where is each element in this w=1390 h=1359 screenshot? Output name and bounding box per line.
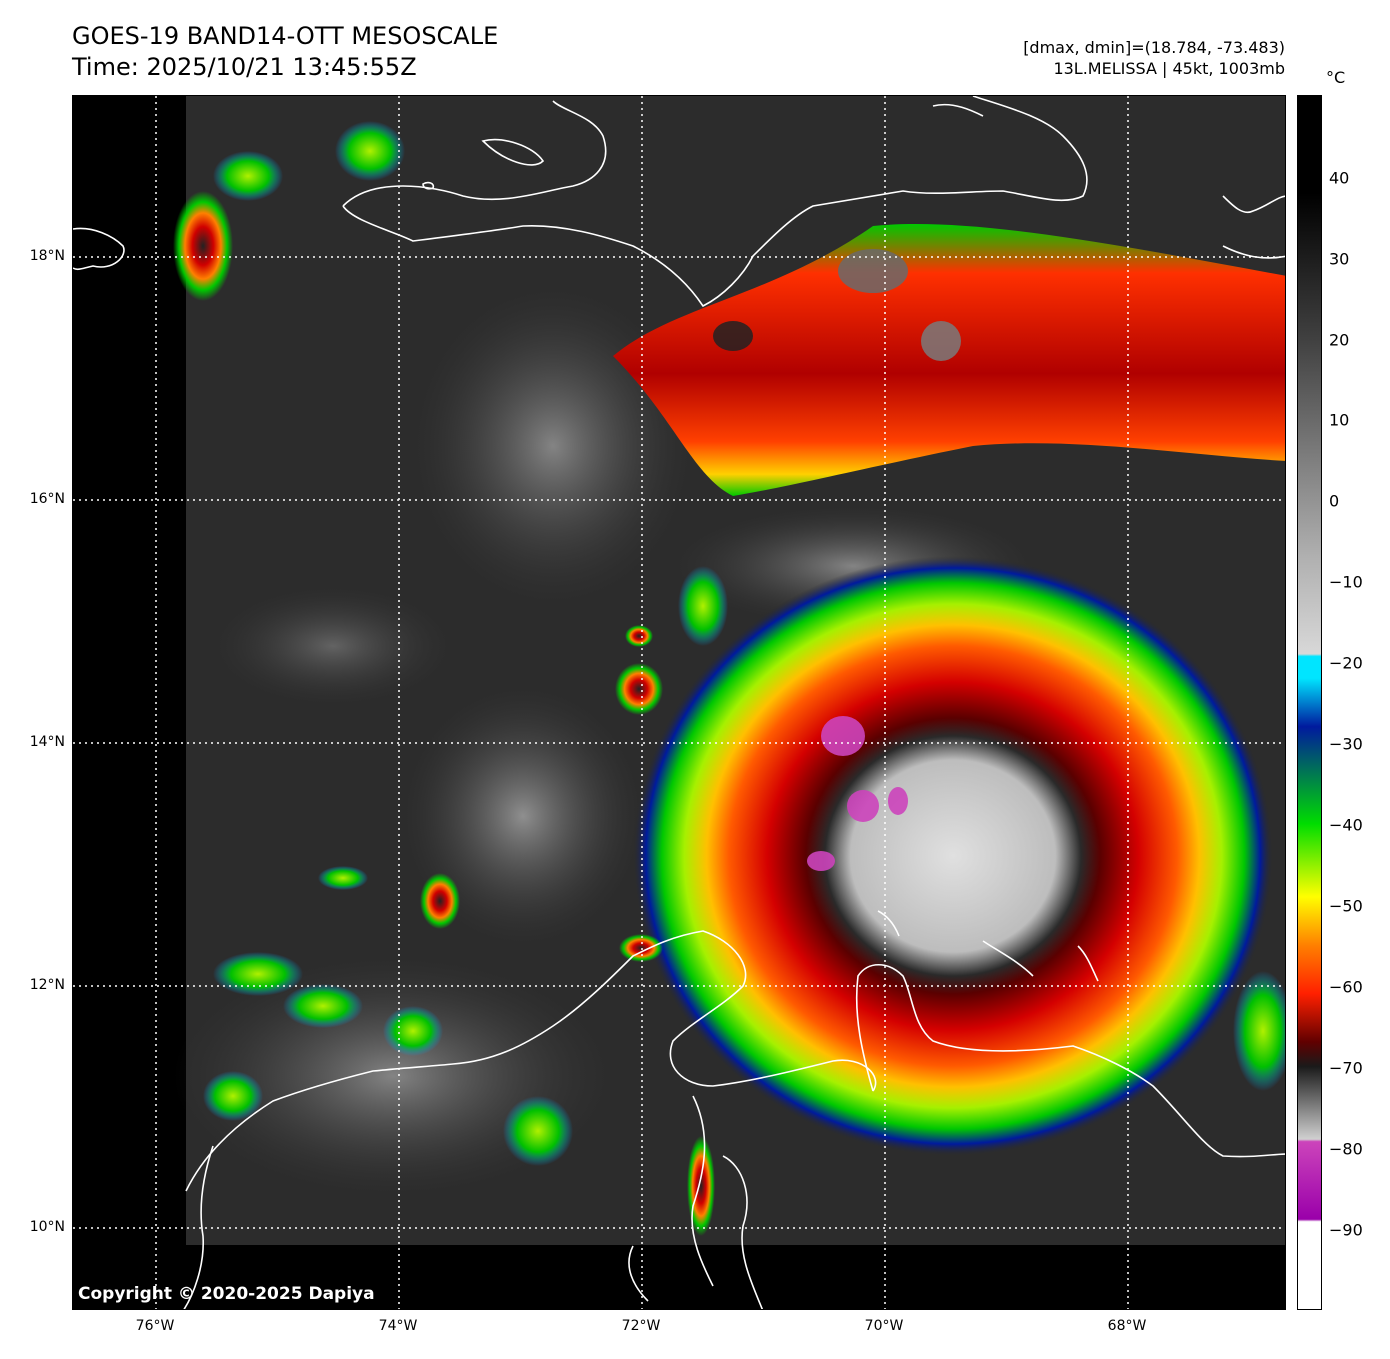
colorbar-tick: 20 bbox=[1329, 330, 1350, 350]
satellite-imagery bbox=[73, 96, 1285, 1309]
convective-cell bbox=[615, 663, 663, 715]
lon-label-70w: 70°W bbox=[864, 1318, 904, 1334]
no-data-strip-left bbox=[73, 96, 186, 1309]
storm-info: 13L.MELISSA | 45kt, 1003mb bbox=[1053, 59, 1285, 78]
graticule bbox=[73, 96, 1285, 1309]
dmax-dmin-readout: [dmax, dmin]=(18.784, -73.483) bbox=[1023, 38, 1285, 57]
northern-rainband bbox=[613, 224, 1285, 496]
no-data-strip-bottom bbox=[73, 1245, 1285, 1309]
colorbar-tick: 40 bbox=[1329, 168, 1350, 188]
coldest-cloud-tops bbox=[821, 716, 865, 756]
colorbar-tick: −80 bbox=[1329, 1139, 1363, 1159]
timestamp: Time: 2025/10/21 13:45:55Z bbox=[72, 53, 417, 81]
lon-label-76w: 76°W bbox=[135, 1318, 175, 1334]
lon-label-68w: 68°W bbox=[1107, 1318, 1147, 1334]
colorbar-tick: −50 bbox=[1329, 896, 1363, 916]
coastlines bbox=[73, 96, 1285, 1309]
colorbar-tick: 0 bbox=[1329, 491, 1340, 511]
colorbar-tick: −30 bbox=[1329, 734, 1363, 754]
colorbar-tick: −60 bbox=[1329, 977, 1363, 997]
lon-label-72w: 72°W bbox=[621, 1318, 661, 1334]
storm-cloud-mass bbox=[633, 556, 1273, 1156]
colorbar-unit: °C bbox=[1326, 68, 1346, 87]
copyright-notice: Copyright © 2020-2025 Dapiya bbox=[78, 1284, 375, 1304]
colorbar-tick: 30 bbox=[1329, 249, 1350, 269]
satellite-map: Copyright © 2020-2025 Dapiya bbox=[72, 95, 1286, 1310]
colorbar-tick: −40 bbox=[1329, 815, 1363, 835]
colorbar bbox=[1297, 95, 1322, 1310]
lon-label-74w: 74°W bbox=[378, 1318, 418, 1334]
lat-label-16n: 16°N bbox=[29, 491, 65, 507]
lat-label-10n: 10°N bbox=[29, 1219, 65, 1235]
lat-label-18n: 18°N bbox=[29, 248, 65, 264]
colorbar-tick: −90 bbox=[1329, 1220, 1363, 1240]
lat-label-14n: 14°N bbox=[29, 734, 65, 750]
colorbar-tick: −10 bbox=[1329, 572, 1363, 592]
chart-title: GOES-19 BAND14-OTT MESOSCALE bbox=[72, 22, 499, 50]
colorbar-tick: −70 bbox=[1329, 1058, 1363, 1078]
lat-label-12n: 12°N bbox=[29, 977, 65, 993]
colorbar-tick: 10 bbox=[1329, 410, 1350, 430]
colorbar-tick: −20 bbox=[1329, 653, 1363, 673]
